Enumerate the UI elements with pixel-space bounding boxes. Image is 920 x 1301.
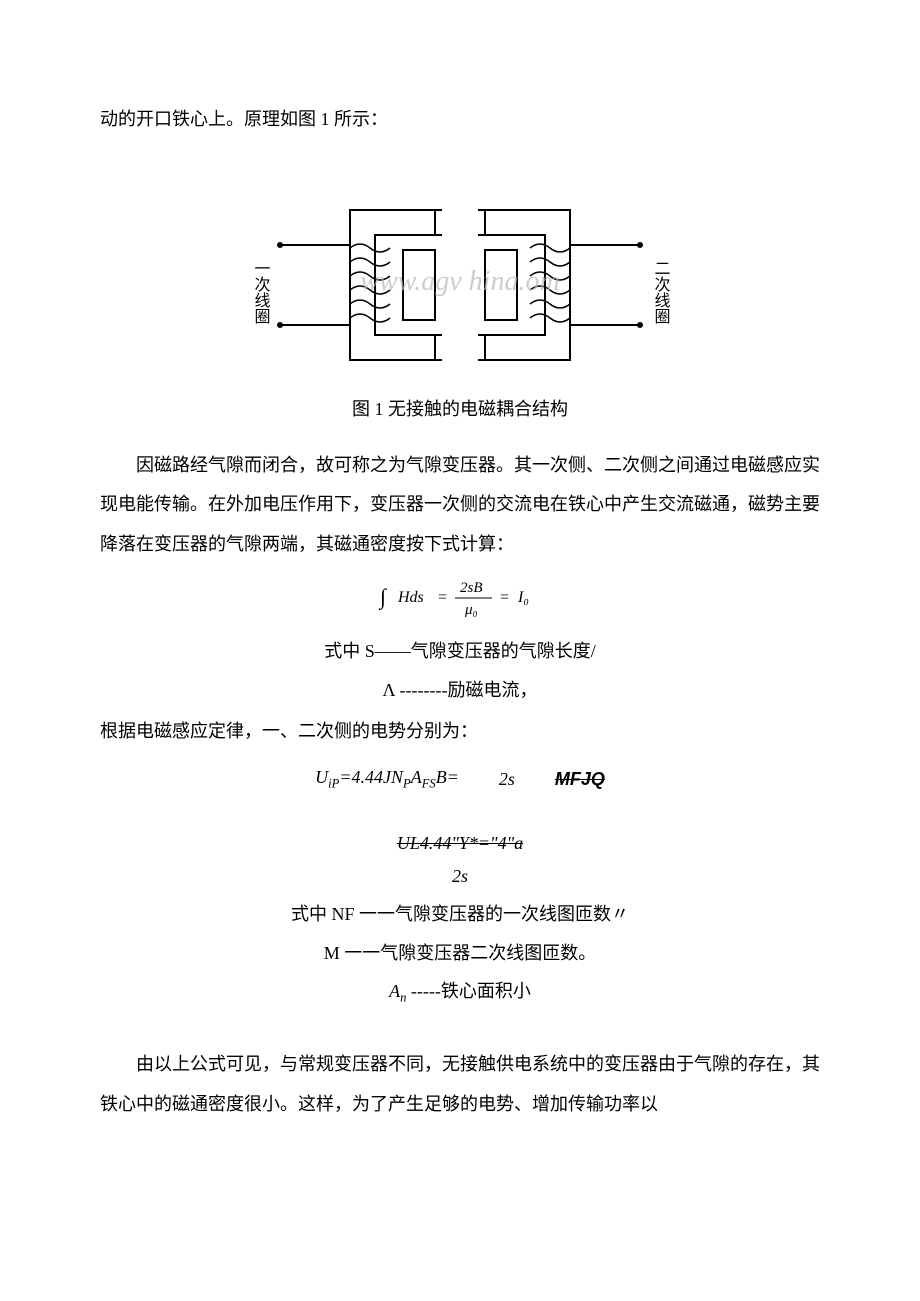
definition-s: 式中 S——气隙变压器的气隙长度/: [100, 635, 820, 667]
svg-text:I₀: I₀: [517, 589, 529, 606]
paragraph-2: 因磁路经气隙而闭合，故可称之为气隙变压器。其一次侧、二次侧之间通过电磁感应实现电…: [100, 446, 820, 565]
eq2-rhs: MFJQ: [555, 769, 605, 790]
watermark-text: www.agv hina.om: [360, 266, 559, 297]
svg-text:μ₀: μ₀: [464, 602, 478, 618]
svg-text:∫: ∫: [378, 584, 388, 610]
eq3-top: UL4.44"Y*="4"a: [397, 833, 523, 853]
definition-m: M 一一气隙变压器二次线图匝数。: [100, 937, 820, 969]
svg-text:=: =: [500, 589, 509, 606]
svg-text:Hds: Hds: [397, 589, 424, 606]
paragraph-4: 由以上公式可见，与常规变压器不同，无接触供电系统中的变压器由于气隙的存在，其铁心…: [100, 1045, 820, 1124]
equation-2: UiP=4.44JNPAFSB= 2s MFJQ: [100, 767, 820, 792]
figure-1-caption: 图 1 无接触的电磁耦合结构: [100, 395, 820, 421]
svg-text:2sB: 2sB: [460, 580, 483, 596]
paragraph-1: 动的开口铁心上。原理如图 1 所示：: [100, 100, 820, 140]
svg-text:=: =: [438, 589, 447, 606]
equation-1: ∫ Hds = 2sB μ₀ = I₀: [100, 572, 820, 627]
figure-1: 一次线圈 二次线圈 www.agv hina.om: [100, 190, 820, 380]
equation-3: UL4.44"Y*="4"a 2s: [100, 827, 820, 892]
definition-an: An -----铁心面积小: [100, 975, 820, 1009]
paragraph-3: 根据电磁感应定律，一、二次侧的电势分别为：: [100, 712, 820, 752]
definition-lambda: Λ --------励磁电流，: [100, 674, 820, 706]
right-coil-label: 二次线圈: [652, 260, 671, 324]
left-coil-label: 一次线圈: [252, 260, 271, 324]
eq2-lhs: UiP=4.44JNPAFSB=: [315, 767, 459, 787]
eq3-2s: 2s: [452, 866, 468, 886]
transformer-diagram: 一次线圈 二次线圈 www.agv hina.om: [220, 190, 700, 380]
eq2-2s: 2s: [499, 769, 515, 790]
definition-nf: 式中 NF 一一气隙变压器的一次线图匝数〃: [100, 898, 820, 930]
